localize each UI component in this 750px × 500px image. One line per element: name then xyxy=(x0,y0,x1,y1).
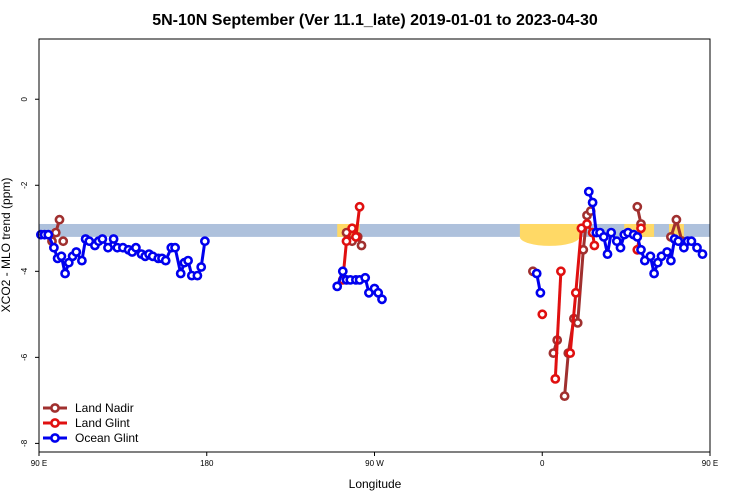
data-point xyxy=(97,234,108,244)
data-point xyxy=(196,262,207,272)
data-point xyxy=(71,247,82,257)
data-point xyxy=(666,255,676,266)
x-tick-label: 0 xyxy=(540,459,545,468)
data-point xyxy=(615,242,626,253)
legend-marker xyxy=(50,403,60,413)
y-tick-label: 0 xyxy=(20,96,29,101)
legend-marker xyxy=(50,418,60,428)
data-point xyxy=(556,266,566,277)
data-point xyxy=(350,231,361,242)
data-point xyxy=(49,242,59,253)
series-layer xyxy=(36,186,708,401)
data-point xyxy=(170,242,180,253)
data-point xyxy=(583,186,594,197)
data-point xyxy=(77,255,87,266)
x-tick-label: 90 W xyxy=(365,459,384,468)
y-tick-label: -4 xyxy=(20,267,29,275)
data-point xyxy=(550,373,561,384)
data-point xyxy=(377,294,387,305)
data-point xyxy=(60,268,70,279)
data-point xyxy=(347,223,357,234)
data-point xyxy=(199,236,210,247)
legend-entry: Land Glint xyxy=(43,416,130,430)
data-point xyxy=(537,309,548,320)
data-point xyxy=(632,231,643,242)
data-point xyxy=(686,236,697,247)
data-point xyxy=(50,227,61,238)
data-point xyxy=(570,287,581,298)
y-tick-label: -6 xyxy=(20,353,29,361)
data-point xyxy=(56,251,67,262)
data-point xyxy=(360,272,371,283)
data-point xyxy=(645,251,656,262)
data-point xyxy=(183,255,193,266)
data-point xyxy=(673,236,684,247)
data-point xyxy=(341,236,352,247)
data-point xyxy=(58,236,69,247)
data-point xyxy=(54,214,65,225)
data-point xyxy=(572,317,583,328)
data-point xyxy=(531,268,542,279)
legend-entry: Ocean Glint xyxy=(43,431,139,445)
data-point xyxy=(697,249,708,259)
x-axis-label: Longitude xyxy=(349,477,402,491)
land-band xyxy=(519,227,580,246)
x-tick-label: 180 xyxy=(200,459,214,468)
legend-marker xyxy=(50,433,60,443)
legend-label: Ocean Glint xyxy=(75,431,139,445)
series-line xyxy=(553,271,563,379)
data-point xyxy=(354,201,365,212)
legend-label: Land Glint xyxy=(75,416,130,430)
data-point xyxy=(130,242,141,253)
legend-label: Land Nadir xyxy=(75,401,134,415)
data-point xyxy=(356,240,367,251)
data-point xyxy=(662,247,672,257)
data-point xyxy=(535,287,546,298)
data-point xyxy=(587,197,598,208)
data-point xyxy=(632,201,643,212)
chart-title: 5N-10N September (Ver 11.1_late) 2019-01… xyxy=(152,12,598,29)
data-point xyxy=(559,391,570,401)
data-point xyxy=(598,231,609,242)
legend-entry: Land Nadir xyxy=(43,401,134,415)
data-point xyxy=(332,281,343,292)
x-tick-label: 90 E xyxy=(31,459,47,468)
y-tick-label: -2 xyxy=(20,181,29,189)
x-tick-label: 90 E xyxy=(702,459,718,468)
data-point xyxy=(602,249,613,259)
data-point xyxy=(192,270,203,281)
data-point xyxy=(108,234,119,244)
y-tick-label: -8 xyxy=(20,439,29,447)
data-point xyxy=(636,223,646,234)
data-point xyxy=(692,242,702,253)
data-point xyxy=(160,255,171,266)
data-point xyxy=(649,268,659,279)
series-ocean-glint xyxy=(36,186,708,305)
data-point xyxy=(175,268,186,279)
data-point xyxy=(43,229,54,240)
data-point xyxy=(103,242,113,253)
data-point xyxy=(671,214,682,225)
plot-frame xyxy=(38,38,711,453)
axis-ticks: 90 E 180 90 W 0 90 E 0 -2 -4 -6 -8 xyxy=(20,96,718,468)
data-point xyxy=(565,348,576,358)
data-point xyxy=(582,219,592,229)
y-axis-label: XCO2 - MLO trend (ppm) xyxy=(0,178,13,313)
data-point xyxy=(606,227,617,238)
data-point xyxy=(636,244,646,255)
data-point xyxy=(589,240,600,251)
data-point xyxy=(337,266,348,277)
